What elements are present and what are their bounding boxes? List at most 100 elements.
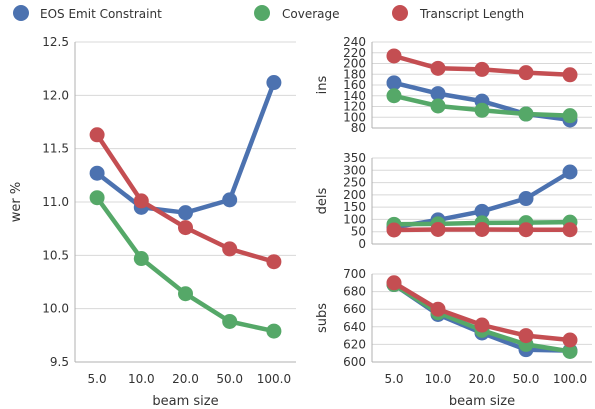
panel-ins-ytick-label: 80 xyxy=(351,121,366,135)
panel-subs-series-transcript-length-point xyxy=(430,301,446,317)
panel-ins-series-transcript-length-point xyxy=(562,67,578,83)
panel-subs-series-transcript-length-point xyxy=(474,317,490,333)
panel-wer-ytick-label: 11.0 xyxy=(42,195,69,209)
panel-wer-series-transcript-length-point xyxy=(266,254,282,270)
panel-ins-series-coverage-point xyxy=(562,108,578,124)
panel-wer-xtick-label: 10.0 xyxy=(128,372,155,386)
panel-wer-ylabel: wer % xyxy=(9,182,24,222)
panel-subs-xtick-label: 100.0 xyxy=(553,372,587,386)
panel-dels-ytick-label: 300 xyxy=(343,163,366,177)
panel-dels-series-transcript-length-point xyxy=(474,222,490,238)
panel-wer-series-transcript-length-point xyxy=(178,220,193,236)
panel-ins-series-transcript-length-point xyxy=(430,60,446,76)
panel-wer-xtick-label: 5.0 xyxy=(88,372,107,386)
panel-subs-ytick-label: 600 xyxy=(343,355,366,369)
legend-entry-eos-emit-constraint: EOS Emit Constraint xyxy=(13,5,162,21)
panel-wer-ytick-label: 12.5 xyxy=(42,35,69,49)
panel-dels-ytick-label: 200 xyxy=(343,188,366,202)
panel-ins-ytick-label: 220 xyxy=(343,46,366,60)
panel-wer-ytick-label: 11.5 xyxy=(42,142,69,156)
panel-wer-series-transcript-length-point xyxy=(222,241,238,257)
panel-dels-series-transcript-length xyxy=(386,222,578,238)
panel-wer-series-coverage-point xyxy=(178,286,193,302)
panel-wer-xtick-label: 20.0 xyxy=(172,372,199,386)
panel-ins-series-coverage xyxy=(386,88,578,124)
legend-entry-transcript-length: Transcript Length xyxy=(392,5,524,21)
panel-ins-series-transcript-length xyxy=(386,48,578,83)
panel-subs-xtick-label: 5.0 xyxy=(384,372,403,386)
legend-label-eos-emit-constraint: EOS Emit Constraint xyxy=(40,7,162,21)
panel-wer-series-eos-emit-constraint-point xyxy=(222,192,238,208)
panel-subs-xtick-label: 50.0 xyxy=(513,372,540,386)
panel-subs-xtick-label: 10.0 xyxy=(425,372,452,386)
panel-ins-ytick-label: 100 xyxy=(343,110,366,124)
panel-wer-series-coverage-point xyxy=(89,190,105,206)
panel-wer-series-transcript-length-point xyxy=(89,127,105,143)
panel-ins-series-coverage-point xyxy=(518,106,534,122)
panel-dels-ytick-label: 0 xyxy=(358,237,366,251)
panel-ins-series-coverage-point xyxy=(474,102,490,118)
panel-ins-ytick-label: 140 xyxy=(343,89,366,103)
panel-wer: 9.5 10.0 10.5 11.0 11.5 12.0 12.5 5.0 10.0 20.0 50… xyxy=(9,35,296,409)
panel-dels-series-eos-emit-constraint-point xyxy=(518,191,534,207)
panel-subs-series-transcript-length-point xyxy=(386,275,402,291)
panel-wer-series-transcript-length-point xyxy=(133,193,149,209)
panel-subs-ytick-label: 700 xyxy=(343,267,366,281)
panel-ins-ytick-label: 200 xyxy=(343,57,366,71)
panel-ins-ytick-label: 160 xyxy=(343,78,366,92)
panel-ins-series-coverage-point xyxy=(386,88,402,104)
panel-ins-series-eos-emit-constraint-point xyxy=(430,86,446,102)
panel-wer-series-coverage-point xyxy=(133,251,149,267)
panel-wer-series-transcript-length xyxy=(89,127,282,270)
panel-dels-series-eos-emit-constraint-point xyxy=(474,203,490,219)
panel-subs-ytick-label: 680 xyxy=(343,285,366,299)
legend-marker-coverage xyxy=(254,5,270,21)
panel-wer-series-eos-emit-constraint xyxy=(89,75,282,221)
panel-ins-ytick-label: 120 xyxy=(343,100,366,114)
panel-subs-ytick-label: 640 xyxy=(343,320,366,334)
panel-dels-ytick-label: 50 xyxy=(351,225,366,239)
panel-dels-series-transcript-length-point xyxy=(562,222,578,238)
panel-wer-series-eos-emit-constraint-point xyxy=(178,205,193,221)
panel-wer-series-coverage-point xyxy=(222,313,238,329)
panel-wer-ytick-label: 12.0 xyxy=(42,88,69,102)
panel-dels-series-transcript-length-point xyxy=(518,222,534,238)
panel-subs-xlabel: beam size xyxy=(449,394,515,409)
panel-wer-series-coverage xyxy=(89,190,282,339)
panel-wer-ytick-label: 10.0 xyxy=(42,302,69,316)
panel-dels-series-eos-emit-constraint-point xyxy=(562,164,578,180)
panel-ins-series-transcript-length-point xyxy=(474,61,490,77)
panel-ins-series-coverage-point xyxy=(430,98,446,114)
panel-wer-xtick-label: 50.0 xyxy=(216,372,243,386)
legend-entry-coverage: Coverage xyxy=(254,5,340,21)
panel-wer-series-coverage-point xyxy=(266,323,282,339)
panel-ins-ytick-label: 180 xyxy=(343,67,366,81)
panel-dels-ytick-label: 350 xyxy=(343,151,366,165)
panel-subs: 600 620 640 660 680 700 5.0 10.0 20.0 50.0 100.0 su… xyxy=(315,267,592,409)
panel-ins-series-transcript-length-point xyxy=(518,65,534,81)
panel-subs-ytick-label: 620 xyxy=(343,337,366,351)
panel-dels-series-transcript-length-point xyxy=(386,222,402,238)
panel-wer-xtick-label: 100.0 xyxy=(257,372,291,386)
panel-ins-ytick-label: 240 xyxy=(343,35,366,49)
panel-subs-ylabel: subs xyxy=(315,303,330,333)
panel-dels-ylabel: dels xyxy=(315,187,330,214)
panel-wer-xlabel: beam size xyxy=(152,394,218,409)
panel-wer-series-eos-emit-constraint-line xyxy=(94,80,277,215)
panel-subs-series-transcript-length-point xyxy=(562,332,578,348)
legend: EOS Emit Constraint Coverage Transcript Le… xyxy=(13,5,524,21)
panel-dels-ytick-label: 250 xyxy=(343,176,366,190)
panel-wer-ytick-label: 9.5 xyxy=(50,355,69,369)
panel-wer-ytick-label: 10.5 xyxy=(42,248,69,262)
legend-label-coverage: Coverage xyxy=(282,7,340,21)
panel-dels-ytick-label: 150 xyxy=(343,200,366,214)
panel-subs-series-coverage-point xyxy=(562,343,578,359)
panel-ins-series-transcript-length-point xyxy=(386,48,402,64)
panel-dels-ytick-label: 100 xyxy=(343,212,366,226)
panel-subs-xtick-label: 20.0 xyxy=(469,372,496,386)
panel-ins-series-eos-emit-constraint-point xyxy=(386,75,402,91)
panel-subs-series-transcript-length xyxy=(386,275,578,348)
